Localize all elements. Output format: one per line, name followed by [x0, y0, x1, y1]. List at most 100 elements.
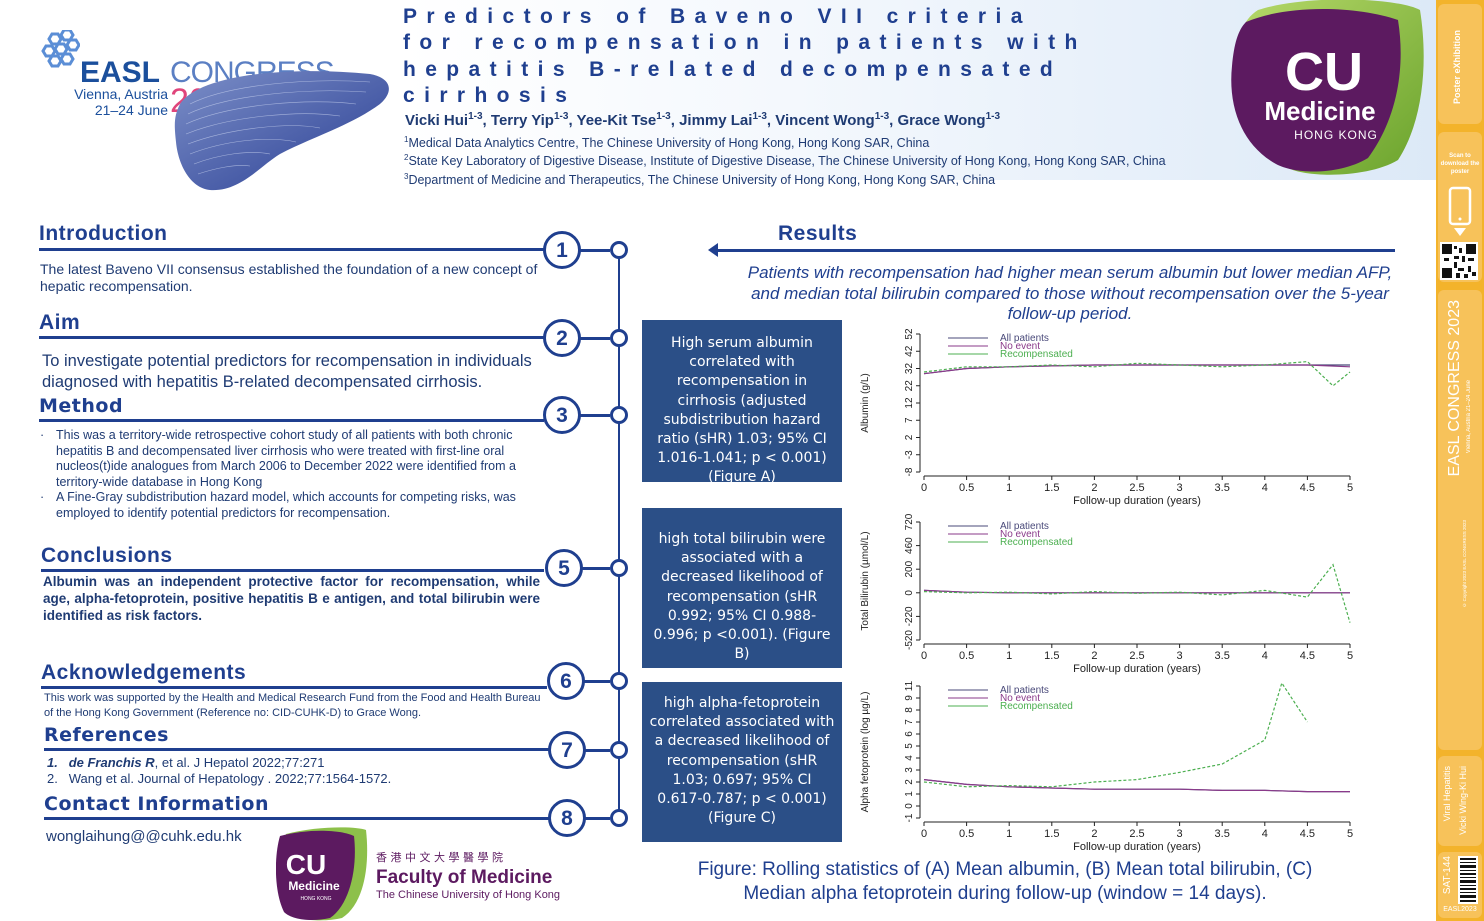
side-segment-top — [1438, 4, 1482, 124]
side-segment-track — [1438, 756, 1482, 846]
barcode-icon — [1458, 856, 1478, 904]
author-list: Vicki Hui1-3, Terry Yip1-3, Yee-Kit Tse1… — [405, 111, 1001, 129]
faculty-of-medicine-logo: CU Medicine HONG KONG 香 港 中 文 大 學 醫 學 院 … — [276, 827, 560, 921]
affiliation-text: State Key Laboratory of Digestive Diseas… — [408, 154, 1166, 169]
y-tick-label: 22 — [904, 380, 915, 392]
author-affiliation-marker: 1-3 — [752, 111, 767, 122]
side-congress-sub: Vienna, Austria 21–24 June — [1466, 380, 1472, 454]
aim-text: To investigate potential predictors for … — [42, 352, 532, 391]
x-tick-label: 4.5 — [1300, 482, 1315, 494]
connector-line — [584, 680, 610, 683]
cu-logo-cu: CU — [1285, 42, 1363, 102]
x-tick-label: 0.5 — [959, 482, 974, 494]
acknowledgements-rule — [41, 686, 547, 689]
contact-email[interactable]: wonglaihung@@cuhk.edu.hk — [46, 828, 242, 845]
figure-caption: Figure: Rolling statistics of (A) Mean a… — [697, 859, 1313, 904]
method-bullets: This was a territory-wide retrospective … — [40, 428, 540, 521]
author-name: Terry Yip — [490, 112, 554, 129]
series-line — [923, 364, 1351, 375]
reference-number: 2. — [47, 771, 58, 786]
section-number-7: 7 — [548, 731, 586, 769]
results-rule — [718, 249, 1395, 252]
side-presenter: Vicki Wing-Ki Hui — [1458, 766, 1468, 835]
method-bullet: A Fine-Gray subdistribution hazard model… — [40, 490, 540, 521]
x-tick-label: 2 — [1091, 650, 1097, 662]
legend-label: No event — [1000, 529, 1040, 540]
method-rule — [39, 419, 544, 422]
section-number-1: 1 — [543, 231, 581, 269]
connector-line — [585, 817, 610, 820]
x-tick-label: 1 — [1006, 828, 1012, 840]
affiliation-number: 1 — [404, 135, 409, 144]
series-line — [923, 589, 1350, 594]
x-tick-label: 3.5 — [1215, 828, 1230, 840]
result-box-afp: high alpha-fetoprotein correlated associ… — [642, 682, 842, 842]
x-tick-label: 1.5 — [1044, 482, 1059, 494]
references-heading: References — [44, 724, 169, 746]
acknowledgements-heading: Acknowledgements — [41, 661, 247, 684]
side-congress: EASL CONGRESS 2023 — [1446, 300, 1463, 477]
author-name: Grace Wong — [897, 112, 986, 129]
qr-code-icon[interactable] — [1440, 242, 1478, 280]
faculty-university: The Chinese University of Hong Kong — [376, 889, 560, 901]
section-number-8: 8 — [548, 799, 586, 837]
y-tick-label: 460 — [904, 537, 915, 554]
x-axis-label: Follow-up duration (years) — [1073, 663, 1201, 675]
x-tick-label: 1.5 — [1044, 828, 1059, 840]
x-tick-label: 5 — [1347, 650, 1353, 662]
legend-label: No event — [1000, 693, 1040, 704]
reference-list: 1. de Franchis R, et al. J Hepatol 2022;… — [47, 755, 547, 787]
chart-bilirubin: 0 0.5 1 1.5 2 2.5 3 3.5 4 4.5 5 -520 -220 0 200 460 720 F… — [860, 513, 1353, 675]
timeline-node — [610, 241, 628, 259]
contact-rule — [44, 817, 549, 820]
affiliation-text: Department of Medicine and Therapeutics,… — [408, 173, 996, 188]
timeline-node — [610, 559, 628, 577]
aim-rule — [39, 336, 544, 339]
timeline-node — [610, 809, 628, 827]
y-tick-label: 32 — [904, 363, 915, 375]
x-tick-label: 4 — [1262, 828, 1268, 840]
faculty-logo-cu: CU — [286, 849, 326, 880]
faculty-name: Faculty of Medicine — [376, 867, 552, 888]
y-tick-label: -1 — [904, 813, 915, 822]
results-subtitle: Patients with recompensation had higher … — [747, 263, 1393, 323]
side-poster-code: SAT-144 — [1442, 856, 1453, 895]
legend-label: All patients — [1000, 685, 1049, 696]
legend-label: Recompensated — [1000, 701, 1073, 712]
cu-logo-hk: HONG KONG — [1294, 128, 1378, 142]
x-tick-label: 0.5 — [959, 828, 974, 840]
author-name: Vincent Wong — [775, 112, 875, 129]
affiliation-number: 3 — [404, 172, 409, 181]
y-tick-label: 7 — [904, 719, 915, 725]
x-tick-label: 3.5 — [1215, 482, 1230, 494]
affiliation-line: 1Medical Data Analytics Centre, The Chin… — [404, 135, 929, 150]
side-poster-label: Poster eXhibition — [1452, 30, 1462, 105]
chart-afp: 0 0.5 1 1.5 2 2.5 3 3.5 4 4.5 5 -1 0 1 2 3 4 5 6 7 8 9 11 Follo… — [860, 680, 1353, 853]
y-tick-label: 0 — [904, 803, 915, 809]
connector-line — [580, 249, 610, 252]
reference-text: , et al. J Hepatol 2022;77:271 — [154, 755, 325, 770]
faculty-chinese-name: 香 港 中 文 大 學 醫 學 院 — [376, 850, 503, 864]
aim-heading: Aim — [39, 311, 81, 334]
series-line — [923, 681, 1308, 788]
legend-label: Recompensated — [1000, 349, 1073, 360]
affiliation-text: Medical Data Analytics Centre, The Chine… — [408, 136, 930, 151]
x-axis-label: Follow-up duration (years) — [1073, 495, 1201, 507]
results-arrow-icon — [708, 243, 718, 257]
x-tick-label: 2 — [1091, 482, 1097, 494]
x-tick-label: 3.5 — [1215, 650, 1230, 662]
legend-label: Recompensated — [1000, 537, 1073, 548]
x-tick-label: 0 — [921, 828, 927, 840]
contact-heading: Contact Information — [44, 793, 269, 815]
timeline-node — [610, 329, 628, 347]
legend-label: All patients — [1000, 333, 1049, 344]
side-copyright: © Copyright 2023 EASL CONGRESS 2023 — [1462, 520, 1467, 608]
author-affiliation-marker: 1-3 — [553, 111, 569, 122]
x-tick-label: 1 — [1006, 650, 1012, 662]
results-heading: Results — [778, 222, 858, 245]
x-tick-label: 3 — [1177, 482, 1183, 494]
x-tick-label: 2.5 — [1129, 650, 1144, 662]
cu-logo-medicine: Medicine — [1264, 96, 1375, 126]
section-number-3: 3 — [543, 396, 581, 434]
faculty-logo-hk: HONG KONG — [300, 896, 331, 902]
